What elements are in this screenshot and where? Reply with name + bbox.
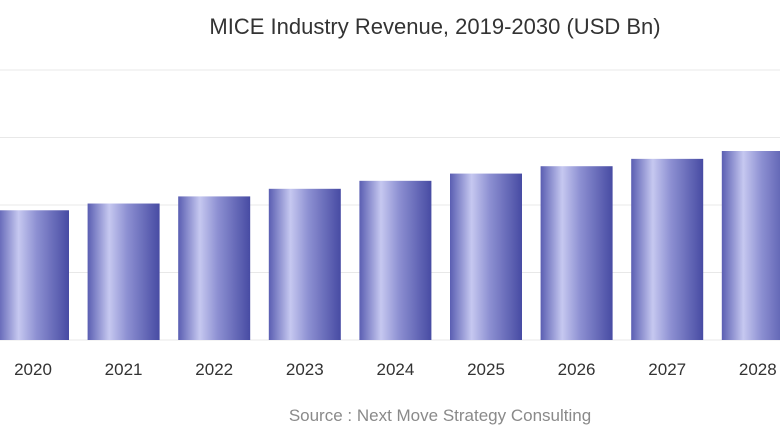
x-tick-label-2020: 2020 xyxy=(14,360,52,379)
bar-2023 xyxy=(268,188,341,340)
chart-source: Source : Next Move Strategy Consulting xyxy=(288,406,592,425)
bar-2026 xyxy=(540,166,613,340)
bar-2028 xyxy=(721,151,780,340)
x-tick-label-2022: 2022 xyxy=(195,360,233,379)
bar-2024 xyxy=(359,180,432,340)
bar-chart: 2020 2021 2022 2023 2024 2025 2026 2027 2028 xyxy=(0,69,780,379)
chart-title: MICE Industry Revenue, 2019-2030 (USD Bn… xyxy=(209,14,661,39)
bar-2022 xyxy=(178,196,251,340)
x-tick-label-2026: 2026 xyxy=(558,360,596,379)
x-tick-label-2021: 2021 xyxy=(105,360,143,379)
bars xyxy=(0,151,780,340)
x-tick-label-2027: 2027 xyxy=(648,360,686,379)
x-tick-label-2028: 2028 xyxy=(739,360,777,379)
x-tick-label-2025: 2025 xyxy=(467,360,505,379)
x-tick-labels: 2020 2021 2022 2023 2024 2025 2026 2027 2028 xyxy=(14,360,777,379)
bar-2020 xyxy=(0,210,69,340)
x-tick-label-2024: 2024 xyxy=(376,360,414,379)
bar-2025 xyxy=(450,173,522,340)
bar-2027 xyxy=(631,158,704,340)
x-tick-label-2023: 2023 xyxy=(286,360,324,379)
bar-2021 xyxy=(87,203,160,340)
